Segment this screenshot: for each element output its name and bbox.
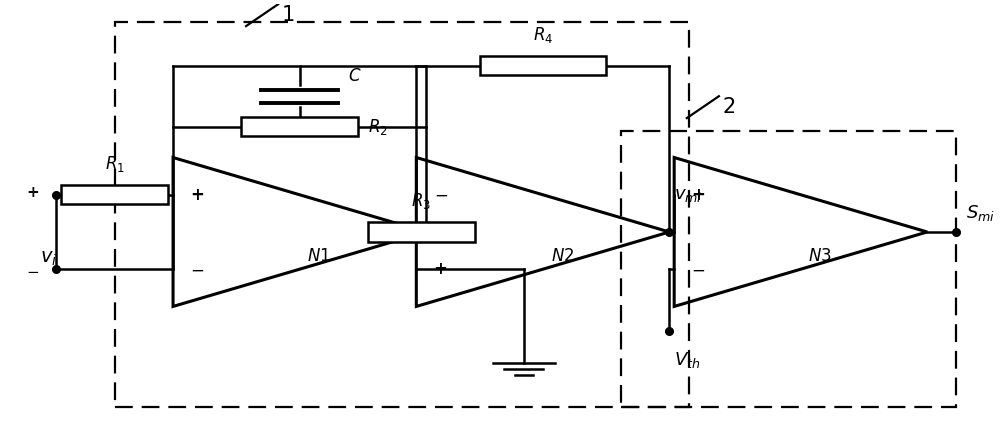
Text: +: + (190, 186, 204, 204)
Bar (115, 22, 689, 407)
Text: $-$: $-$ (190, 260, 204, 278)
Bar (61, 185, 168, 204)
Text: $-$: $-$ (26, 263, 39, 278)
Text: $R_2$: $R_2$ (368, 117, 387, 137)
Bar (368, 222, 475, 242)
Bar (480, 56, 606, 75)
Text: $N3$: $N3$ (808, 247, 832, 265)
Text: $N2$: $N2$ (551, 247, 574, 265)
Text: $V_{th}$: $V_{th}$ (674, 350, 701, 370)
Text: $R_3$: $R_3$ (411, 191, 431, 211)
Text: $S_{mi}$: $S_{mi}$ (966, 203, 995, 223)
Text: +: + (26, 185, 39, 200)
Bar (241, 117, 358, 137)
Text: +: + (692, 186, 705, 204)
Text: $R_1$: $R_1$ (105, 154, 125, 174)
Text: $C$: $C$ (348, 67, 362, 85)
Text: $R_4$: $R_4$ (533, 25, 553, 45)
Text: $v_i$: $v_i$ (40, 250, 57, 268)
Text: +: + (434, 260, 448, 278)
Text: $-$: $-$ (691, 260, 706, 278)
Bar (621, 131, 956, 407)
Text: $v_{mi}$: $v_{mi}$ (674, 186, 703, 203)
Text: $N1$: $N1$ (307, 247, 331, 265)
Text: $-$: $-$ (434, 186, 448, 204)
Text: 2: 2 (723, 97, 736, 117)
Text: 1: 1 (282, 5, 295, 25)
